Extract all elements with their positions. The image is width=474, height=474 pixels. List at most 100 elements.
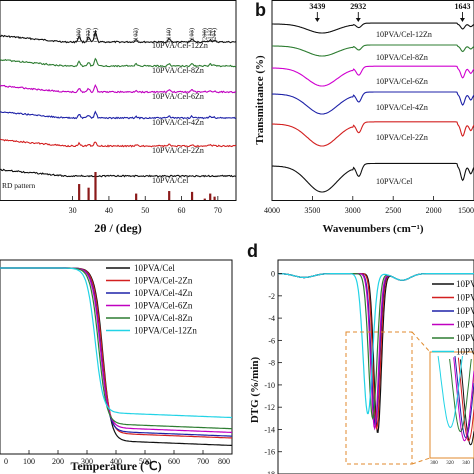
x-tick-label: 600 (168, 457, 180, 466)
panel-c-x-ticks: 0 100 200 300 400 500 600 700 800 (0, 450, 233, 466)
y-tick-label: -8 (268, 359, 275, 368)
x-tick-label: 400 (110, 457, 122, 466)
series-line-10pva-cel-12zn (272, 22, 474, 34)
series-line-10pva-cel-6zn (0, 83, 237, 94)
legend-label-10pva-cel: 10PVA/Cel (134, 263, 175, 273)
series-line-10pva-cel-2zn (272, 121, 474, 147)
panel-b-ftir: b 3439 2932 1643 10PVA/Cel-12Zn 10PVA/Cel-8… (254, 0, 474, 235)
series-label-10pva-cel-6zn: 10PVA/Cel-6Zn (376, 77, 428, 86)
y-tick-label: -18 (264, 470, 275, 474)
panel-a-reference-lines (78, 172, 216, 200)
legend-label-2: 10PV (456, 306, 474, 316)
inset-x-tick-label: 340 (462, 461, 470, 466)
inset-x-tick-label: 300 (430, 461, 438, 466)
x-tick-label: 30 (69, 206, 77, 215)
panel-d-zoom-box (345, 331, 413, 465)
panel-d-zoom-connector-bottom (411, 457, 431, 465)
series-label-10pva-cel-4zn: 10PVA/Cel-4Zn (152, 118, 204, 127)
x-tick-label: 50 (141, 206, 149, 215)
panel-a-xrd: (100) (002) (101) (102) (110) (103) (200)(112)… (0, 0, 237, 235)
panel-d-inset-frame (429, 351, 474, 459)
annotation-arrow-head (459, 18, 465, 22)
legend-label-1: 10PV (456, 293, 474, 303)
series-line-10pva-cel (272, 162, 474, 193)
y-tick-label: -6 (268, 336, 275, 345)
inset-series-line-4 (449, 358, 472, 433)
panel-a-xlabel: 2θ / (deg) (94, 221, 142, 235)
series-label-10pva-cel-2zn: 10PVA/Cel-2Zn (152, 146, 204, 155)
panel-d-letter: d (247, 241, 258, 261)
panel-d-dtg: d 0 -2 -4 -6 -8 -10 -12 -14 -16 -18 300 320 340 10P… (247, 241, 474, 474)
panel-d-legend: 10PV 10PV 10PV 10PV 10PV 10PV (432, 279, 474, 357)
legend-label-10pva-cel-12zn: 10PVA/Cel-12Zn (134, 326, 197, 336)
inset-series-line-5 (437, 355, 463, 429)
series-line-10pva-cel-4zn (272, 91, 474, 115)
x-tick-label: 60 (178, 206, 186, 215)
panel-a-series-labels: 10PVA/Cel-12Zn 10PVA/Cel-8Zn 10PVA/Cel-6Zn… (152, 41, 208, 185)
panel-b-series-labels: 10PVA/Cel-12Zn 10PVA/Cel-8Zn 10PVA/Cel-6Zn… (376, 30, 432, 186)
annotation-arrow-head (314, 18, 320, 22)
panel-b-x-ticks: 4000 3500 3000 2500 2000 1500 (264, 196, 474, 215)
series-line-10pva-cel-12zn (0, 30, 237, 44)
panel-a-frame (0, 0, 237, 201)
x-tick-label: 100 (23, 457, 35, 466)
panel-d-ylabel: DTG (%/min) (249, 357, 261, 424)
panel-b-curves (272, 22, 474, 193)
panel-d-zoom-connector-top (411, 331, 431, 353)
series-line-10pva-cel-8zn (0, 267, 233, 430)
annotation-1643: 1643 (454, 2, 470, 11)
x-tick-label: 500 (139, 457, 151, 466)
panel-d-frame (277, 259, 474, 474)
x-tick-label: 3000 (345, 206, 361, 215)
panel-c-curves (0, 267, 233, 446)
panel-b-frame (271, 0, 474, 201)
y-tick-label: -10 (264, 381, 275, 390)
y-tick-label: -16 (264, 448, 275, 457)
panel-d-inset-ticks: 300 320 340 (430, 461, 470, 466)
x-tick-label: 40 (105, 206, 113, 215)
y-tick-label: -14 (264, 425, 275, 434)
series-line-10pva-cel-8zn (272, 44, 474, 57)
legend-label-10pva-cel-8zn: 10PVA/Cel-8Zn (134, 313, 193, 323)
y-tick-label: -2 (268, 292, 275, 301)
series-line-10pva-cel (0, 168, 237, 178)
series-line-10pva-cel-8zn (0, 57, 237, 68)
panel-b-annotations: 3439 2932 1643 (309, 2, 470, 22)
series-label-10pva-cel-12zn: 10PVA/Cel-12Zn (376, 30, 432, 39)
series-line-10pva-cel-6zn (272, 65, 474, 87)
series-line-10pva-cel-4zn (0, 110, 237, 120)
panel-a-curves (0, 30, 237, 178)
panel-d-inset-curves (437, 355, 474, 446)
panel-b-xlabel: Wavenumbers (cm⁻¹) (322, 223, 423, 235)
panel-a-x-ticks: 30 40 50 60 70 (69, 196, 222, 215)
series-line-10pva-cel-2zn (0, 138, 237, 148)
series-label-10pva-cel-4zn: 10PVA/Cel-4Zn (376, 103, 428, 112)
annotation-arrow-head (355, 18, 361, 22)
series-label-10pva-cel-12zn: 10PVA/Cel-12Zn (152, 41, 208, 50)
panel-a-reference-label: RD pattern (2, 181, 35, 190)
series-line-5 (277, 273, 474, 415)
panel-c-legend: 10PVA/Cel 10PVA/Cel-2Zn 10PVA/Cel-4Zn 10PVA… (106, 263, 197, 336)
inset-x-tick-label: 320 (446, 461, 454, 466)
legend-label-10pva-cel-4zn: 10PVA/Cel-4Zn (134, 288, 193, 298)
panel-d-curves (277, 273, 474, 433)
inset-series-line-3 (453, 357, 474, 442)
panel-d-inset: 300 320 340 (429, 351, 474, 466)
panel-c-xlabel: Temperature (℃) (70, 459, 161, 473)
x-tick-label: 200 (52, 457, 64, 466)
x-tick-label: 2000 (426, 206, 442, 215)
y-tick-label: -4 (268, 314, 275, 323)
x-tick-label: 4000 (264, 206, 280, 215)
legend-label-10pva-cel-2zn: 10PVA/Cel-2Zn (134, 276, 193, 286)
x-tick-label: 800 (218, 457, 230, 466)
panel-b-letter: b (255, 0, 266, 20)
legend-label-10pva-cel-6zn: 10PVA/Cel-6Zn (134, 301, 193, 311)
panel-c-tga: 10PVA/Cel 10PVA/Cel-2Zn 10PVA/Cel-4Zn 10PVA… (0, 259, 233, 473)
x-tick-label: 3500 (304, 206, 320, 215)
x-tick-label: 70 (214, 206, 222, 215)
legend-label-4: 10PV (456, 333, 474, 343)
series-line-10pva-cel (0, 267, 232, 446)
panel-b-ylabel: Transmittance (%) (254, 55, 266, 145)
panel-a-peak-labels: (100) (002) (101) (102) (110) (103) (200)(112)… (76, 28, 218, 42)
